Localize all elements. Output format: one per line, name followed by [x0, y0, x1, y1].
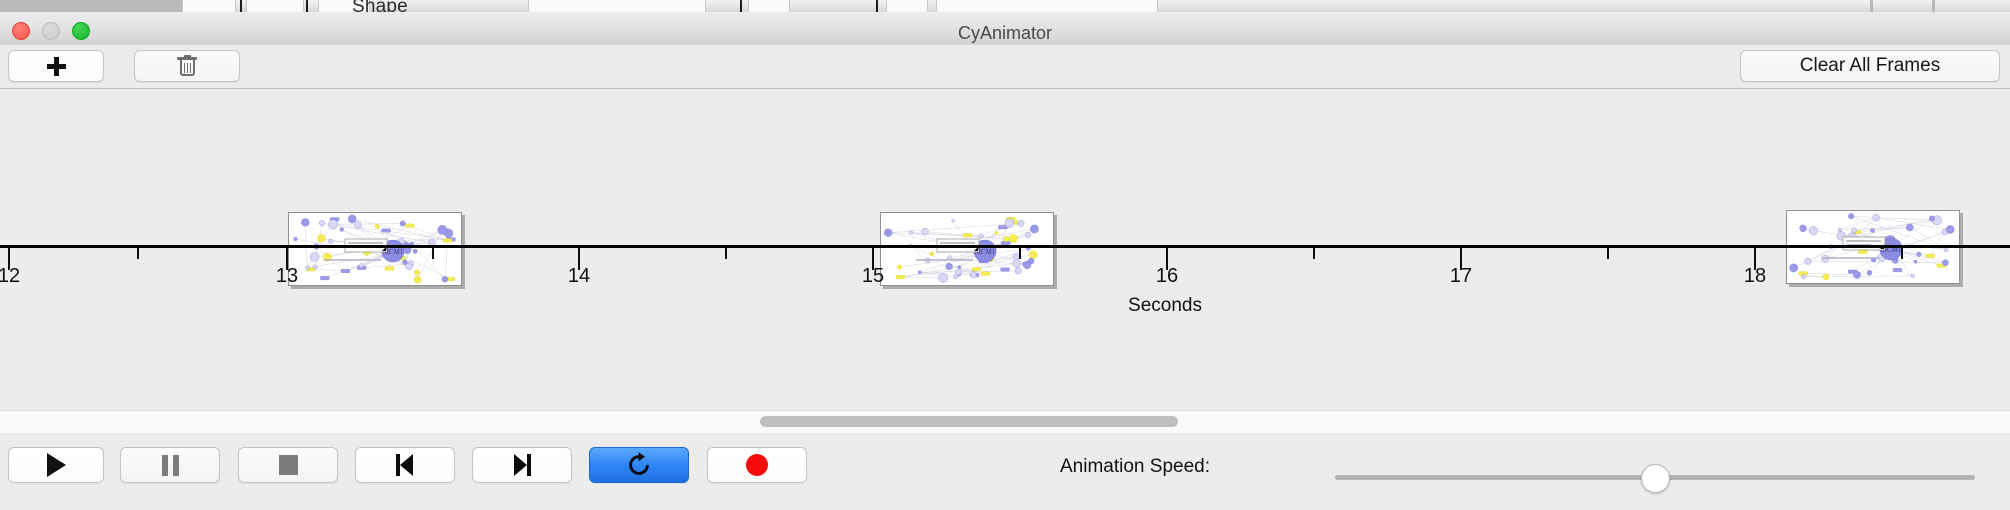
timeline-tick-major — [872, 248, 874, 270]
skip-next-icon — [512, 454, 532, 476]
window-title: CyAnimator — [957, 23, 1053, 43]
timeline-panel[interactable]: MCM1 MCM1 MCM1 12 13 14 15 16 17 18 Seconds — [0, 89, 2010, 410]
timeline-tick-label: 13 — [275, 265, 299, 287]
timeline-tick-label: 15 — [861, 265, 885, 287]
timeline-tick-minor — [1019, 248, 1021, 259]
title-bar: CyAnimator — [0, 12, 2010, 46]
animation-speed-slider-thumb[interactable] — [1641, 464, 1670, 493]
timeline-tick-minor — [725, 248, 727, 259]
timeline-tick-label: 16 — [1155, 265, 1179, 287]
skip-to-end-button[interactable] — [472, 447, 572, 483]
loop-icon — [629, 452, 649, 475]
timeline-tick-minor — [432, 248, 434, 259]
timeline-tick-major — [1460, 248, 1462, 270]
svg-text:MCM1: MCM1 — [975, 248, 996, 256]
timeline-tick-minor — [137, 248, 139, 259]
transport-bar: Animation Speed: — [0, 433, 2010, 510]
timeline-tick-major — [1166, 248, 1168, 270]
pause-icon — [161, 454, 179, 476]
timeline-tick-major — [8, 248, 10, 270]
stop-icon — [278, 455, 298, 475]
pause-button[interactable] — [120, 447, 220, 483]
timeline-tick-major — [286, 248, 288, 270]
timeline-tick-major — [578, 248, 580, 270]
plus-icon — [46, 56, 66, 76]
timeline-scrollbar[interactable] — [0, 410, 2010, 434]
timeline-scrollbar-thumb[interactable] — [760, 416, 1178, 427]
record-button[interactable] — [707, 447, 807, 483]
stop-button[interactable] — [238, 447, 338, 483]
timeline-axis — [0, 245, 2010, 248]
background-window-strip: Shape — [0, 0, 2010, 12]
minimize-icon[interactable] — [42, 22, 60, 40]
timeline-tick-label: 17 — [1449, 265, 1473, 287]
svg-text:MCM1: MCM1 — [1881, 246, 1902, 254]
play-icon — [46, 453, 66, 477]
toolbar: Clear All Frames — [0, 45, 2010, 89]
play-button[interactable] — [8, 447, 104, 483]
svg-text:MCM1: MCM1 — [383, 248, 404, 256]
animation-speed-label: Animation Speed: — [1060, 456, 1210, 477]
clear-all-frames-label: Clear All Frames — [1799, 55, 1941, 76]
timeline-tick-label: 14 — [567, 265, 591, 287]
trash-icon — [177, 55, 197, 77]
clear-all-frames-button[interactable]: Clear All Frames — [1740, 50, 2000, 82]
record-icon — [746, 454, 768, 476]
close-icon[interactable] — [12, 22, 30, 40]
timeline-tick-minor — [1901, 248, 1903, 259]
delete-frame-button[interactable] — [134, 50, 240, 82]
maximize-icon[interactable] — [72, 22, 90, 40]
timeline-axis-title: Seconds — [1128, 295, 1202, 316]
timeline-frame-thumbnail[interactable]: MCM1 — [288, 212, 462, 286]
background-window-text: Shape — [352, 0, 408, 12]
timeline-tick-major — [1754, 248, 1756, 270]
timeline-frame-thumbnail[interactable]: MCM1 — [880, 212, 1054, 286]
loop-button[interactable] — [589, 447, 689, 483]
timeline-tick-minor — [1313, 248, 1315, 259]
skip-to-start-button[interactable] — [355, 447, 455, 483]
timeline-tick-minor — [1607, 248, 1609, 259]
timeline-tick-label: 18 — [1743, 265, 1767, 287]
add-frame-button[interactable] — [8, 50, 104, 82]
timeline-tick-label: 12 — [0, 265, 21, 287]
skip-previous-icon — [395, 454, 415, 476]
